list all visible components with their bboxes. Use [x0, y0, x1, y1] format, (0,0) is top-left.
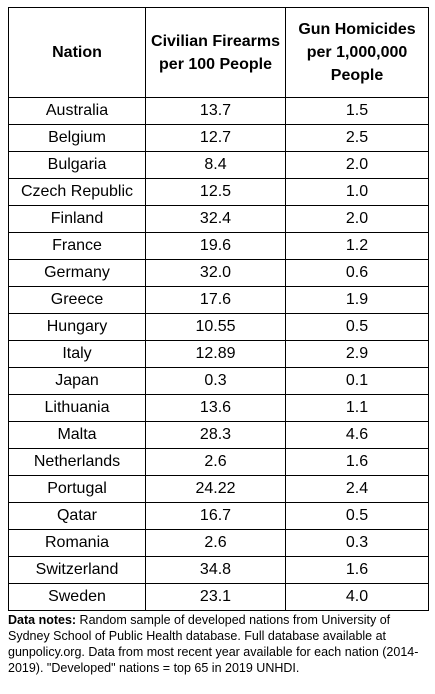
cell-firearms: 13.6	[145, 394, 286, 422]
cell-firearms: 2.6	[145, 529, 286, 557]
cell-firearms: 32.4	[145, 205, 286, 233]
data-notes-label: Data notes:	[8, 613, 77, 627]
cell-homicides: 1.0	[285, 178, 429, 206]
cell-nation: Romania	[8, 529, 146, 557]
cell-homicides: 4.0	[285, 583, 429, 611]
header-homicides: Gun Homicides per 1,000,000 People	[285, 7, 429, 98]
cell-nation: Portugal	[8, 475, 146, 503]
table-row: Australia 13.7 1.5	[8, 97, 429, 125]
cell-firearms: 8.4	[145, 151, 286, 179]
table-row: Netherlands 2.6 1.6	[8, 448, 429, 476]
cell-firearms: 12.5	[145, 178, 286, 206]
cell-firearms: 0.3	[145, 367, 286, 395]
cell-firearms: 17.6	[145, 286, 286, 314]
cell-firearms: 16.7	[145, 502, 286, 530]
table-row: Bulgaria 8.4 2.0	[8, 151, 429, 179]
table-row: Greece 17.6 1.9	[8, 286, 429, 314]
cell-homicides: 1.2	[285, 232, 429, 260]
cell-firearms: 12.7	[145, 124, 286, 152]
cell-homicides: 1.9	[285, 286, 429, 314]
cell-nation: Malta	[8, 421, 146, 449]
cell-nation: France	[8, 232, 146, 260]
cell-homicides: 0.5	[285, 502, 429, 530]
table-body: Australia 13.7 1.5 Belgium 12.7 2.5 Bulgaria 8.…	[8, 97, 429, 611]
cell-homicides: 2.9	[285, 340, 429, 368]
table-row: Germany 32.0 0.6	[8, 259, 429, 287]
cell-nation: Japan	[8, 367, 146, 395]
cell-nation: Lithuania	[8, 394, 146, 422]
cell-firearms: 10.55	[145, 313, 286, 341]
cell-nation: Switzerland	[8, 556, 146, 584]
table-row: Sweden 23.1 4.0	[8, 583, 429, 611]
cell-nation: Germany	[8, 259, 146, 287]
cell-homicides: 1.6	[285, 556, 429, 584]
cell-homicides: 1.6	[285, 448, 429, 476]
cell-homicides: 0.3	[285, 529, 429, 557]
cell-homicides: 2.4	[285, 475, 429, 503]
header-nation: Nation	[8, 7, 146, 98]
cell-nation: Sweden	[8, 583, 146, 611]
cell-nation: Australia	[8, 97, 146, 125]
cell-firearms: 24.22	[145, 475, 286, 503]
table-row: Japan 0.3 0.1	[8, 367, 429, 395]
table-row: France 19.6 1.2	[8, 232, 429, 260]
table-row: Italy 12.89 2.9	[8, 340, 429, 368]
cell-nation: Finland	[8, 205, 146, 233]
cell-homicides: 2.0	[285, 151, 429, 179]
cell-firearms: 23.1	[145, 583, 286, 611]
table-row: Portugal 24.22 2.4	[8, 475, 429, 503]
header-row: Nation Civilian Firearms per 100 People …	[8, 7, 429, 98]
cell-firearms: 19.6	[145, 232, 286, 260]
cell-nation: Bulgaria	[8, 151, 146, 179]
data-table: Nation Civilian Firearms per 100 People …	[8, 7, 429, 611]
table-row: Qatar 16.7 0.5	[8, 502, 429, 530]
table-row: Malta 28.3 4.6	[8, 421, 429, 449]
cell-homicides: 1.5	[285, 97, 429, 125]
cell-firearms: 28.3	[145, 421, 286, 449]
cell-firearms: 34.8	[145, 556, 286, 584]
cell-nation: Belgium	[8, 124, 146, 152]
table-row: Czech Republic 12.5 1.0	[8, 178, 429, 206]
cell-nation: Czech Republic	[8, 178, 146, 206]
table-row: Romania 2.6 0.3	[8, 529, 429, 557]
cell-homicides: 1.1	[285, 394, 429, 422]
cell-homicides: 0.1	[285, 367, 429, 395]
cell-nation: Netherlands	[8, 448, 146, 476]
cell-firearms: 2.6	[145, 448, 286, 476]
cell-firearms: 12.89	[145, 340, 286, 368]
cell-nation: Qatar	[8, 502, 146, 530]
cell-nation: Greece	[8, 286, 146, 314]
table-row: Belgium 12.7 2.5	[8, 124, 429, 152]
data-notes-text: Random sample of developed nations from …	[8, 613, 419, 675]
cell-firearms: 32.0	[145, 259, 286, 287]
cell-firearms: 13.7	[145, 97, 286, 125]
cell-homicides: 0.6	[285, 259, 429, 287]
table-row: Lithuania 13.6 1.1	[8, 394, 429, 422]
header-firearms: Civilian Firearms per 100 People	[145, 7, 286, 98]
table-row: Switzerland 34.8 1.6	[8, 556, 429, 584]
data-notes: Data notes: Random sample of developed n…	[8, 612, 430, 676]
cell-homicides: 2.5	[285, 124, 429, 152]
table-row: Hungary 10.55 0.5	[8, 313, 429, 341]
cell-nation: Hungary	[8, 313, 146, 341]
cell-homicides: 2.0	[285, 205, 429, 233]
cell-homicides: 4.6	[285, 421, 429, 449]
cell-homicides: 0.5	[285, 313, 429, 341]
table-row: Finland 32.4 2.0	[8, 205, 429, 233]
cell-nation: Italy	[8, 340, 146, 368]
